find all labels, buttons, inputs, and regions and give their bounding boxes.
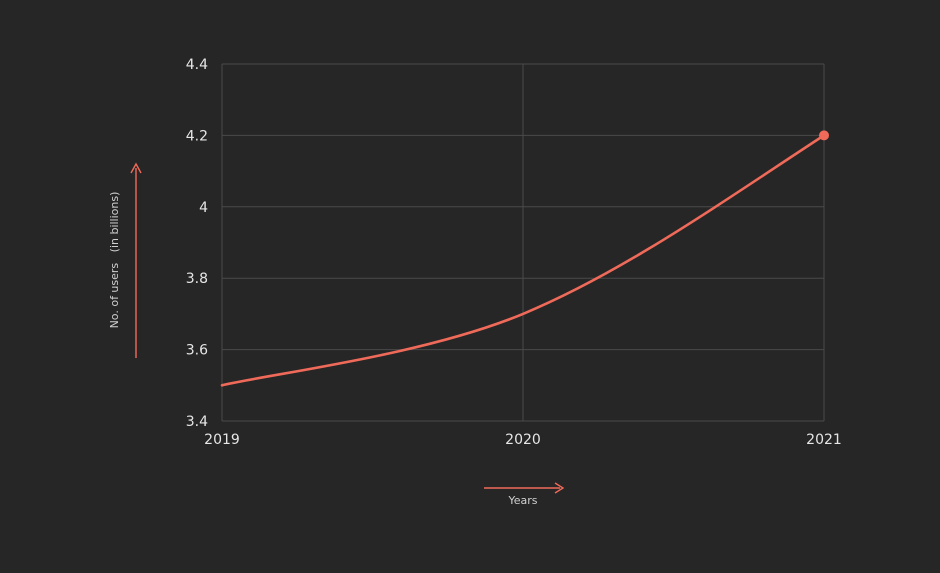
y-tick-label: 3.8 [186,271,208,287]
x-tick-label: 2020 [505,432,541,448]
y-tick-label: 4.4 [186,57,208,73]
x-axis-label: Years [507,494,537,507]
y-axis-label: No. of users (in billions) [108,192,121,329]
series-line [220,134,826,387]
series-layer [220,130,829,387]
y-axis-arrow-head [130,162,142,174]
x-axis-label-group: Years [484,482,565,507]
grid-lines [221,63,825,422]
y-axis-ticks: 3.4 3.6 3.8 4 4.2 4.4 [186,57,208,430]
x-tick-label: 2019 [204,432,240,448]
data-point-marker [819,130,829,141]
x-tick-label: 2021 [806,432,842,448]
y-tick-label: 4 [199,200,208,216]
y-tick-label: 4.2 [186,128,208,144]
x-axis-ticks: 2019 2020 2021 [204,432,842,448]
y-tick-label: 3.6 [186,343,208,359]
y-axis-label-group: No. of users (in billions) [108,162,142,358]
x-axis-arrow-head [554,482,565,494]
y-tick-label: 3.4 [186,414,208,430]
